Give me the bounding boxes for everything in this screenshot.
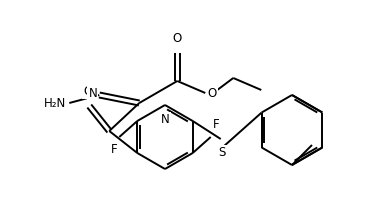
Text: O: O xyxy=(207,86,217,99)
Text: O: O xyxy=(84,85,93,98)
Text: N: N xyxy=(161,113,169,126)
Text: H₂N: H₂N xyxy=(44,97,66,110)
Text: F: F xyxy=(213,118,219,131)
Text: F: F xyxy=(110,143,117,156)
Text: S: S xyxy=(218,146,225,159)
Text: N: N xyxy=(89,86,97,99)
Text: O: O xyxy=(173,32,182,45)
